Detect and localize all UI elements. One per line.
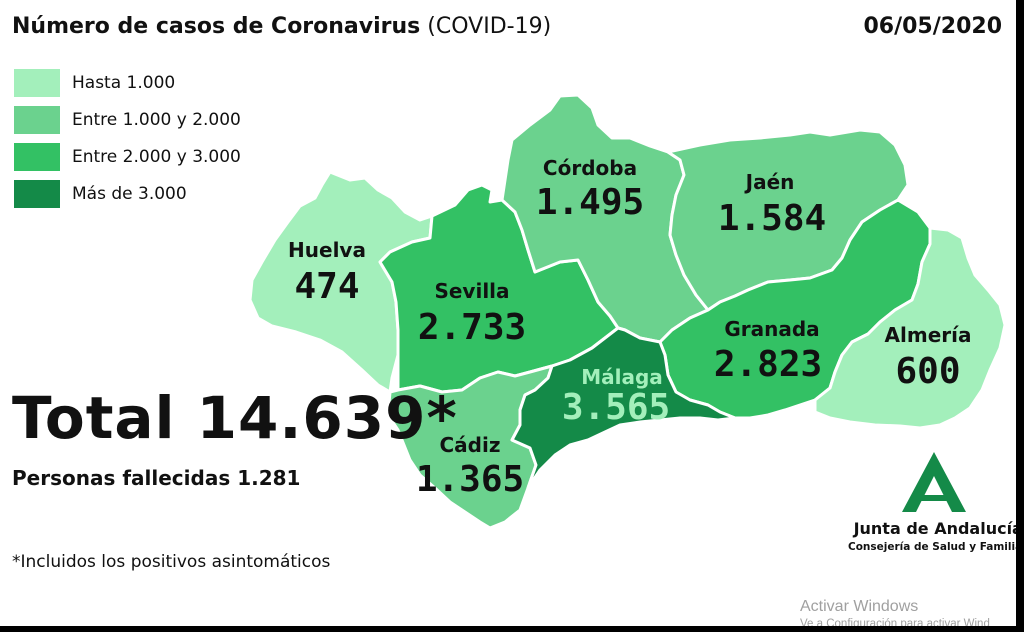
frame-edge-right — [1016, 0, 1024, 632]
province-count-cadiz: 1.365 — [416, 459, 524, 500]
logo-subtitle: Consejería de Salud y Familias — [848, 541, 1024, 553]
report-date: 06/05/2020 — [863, 14, 1002, 39]
region-almeria — [813, 226, 1007, 430]
province-name-huelva: Huelva — [288, 238, 366, 262]
province-name-cordoba: Córdoba — [543, 156, 637, 180]
map-title: Número de casos de Coronavirus (COVID-19… — [12, 14, 551, 39]
province-count-huelva: 474 — [294, 266, 359, 307]
title-main: Número de casos de Coronavirus — [12, 14, 421, 39]
legend: Hasta 1.000 Entre 1.000 y 2.000 Entre 2.… — [14, 64, 241, 212]
footnote: *Incluidos los positivos asintomáticos — [12, 552, 331, 572]
province-count-malaga: 3.565 — [562, 387, 670, 428]
watermark-title: Activar Windows — [800, 598, 919, 615]
frame-edge-bottom — [0, 626, 1024, 632]
province-count-granada: 2.823 — [714, 344, 822, 385]
province-count-jaen: 1.584 — [718, 198, 826, 239]
legend-item: Entre 1.000 y 2.000 — [14, 101, 241, 138]
province-name-sevilla: Sevilla — [434, 279, 509, 303]
province-name-cadiz: Cádiz — [440, 433, 501, 457]
legend-swatch — [14, 105, 60, 134]
province-count-cordoba: 1.495 — [536, 182, 644, 223]
legend-item: Más de 3.000 — [14, 175, 241, 212]
legend-label: Hasta 1.000 — [72, 72, 176, 93]
legend-label: Más de 3.000 — [72, 183, 187, 204]
total-cases: Total 14.639* — [12, 384, 458, 452]
legend-item: Hasta 1.000 — [14, 64, 241, 101]
province-name-malaga: Málaga — [581, 365, 663, 389]
legend-item: Entre 2.000 y 3.000 — [14, 138, 241, 175]
junta-logo: Junta de Andalucía Consejería de Salud y… — [848, 519, 1024, 553]
province-count-sevilla: 2.733 — [418, 307, 526, 348]
title-subtitle: (COVID-19) — [427, 14, 552, 39]
province-name-almeria: Almería — [885, 323, 972, 347]
province-name-jaen: Jaén — [744, 170, 795, 194]
deaths-count: Personas fallecidas 1.281 — [12, 466, 301, 490]
legend-swatch — [14, 142, 60, 171]
region-malaga — [510, 326, 737, 490]
region-huelva — [248, 170, 434, 394]
legend-label: Entre 2.000 y 3.000 — [72, 146, 241, 167]
junta-logo-icon — [902, 452, 966, 512]
legend-swatch — [14, 68, 60, 97]
province-name-granada: Granada — [724, 317, 819, 341]
legend-label: Entre 1.000 y 2.000 — [72, 109, 241, 130]
province-count-almeria: 600 — [895, 351, 960, 392]
legend-swatch — [14, 179, 60, 208]
logo-name: Junta de Andalucía — [853, 519, 1023, 538]
